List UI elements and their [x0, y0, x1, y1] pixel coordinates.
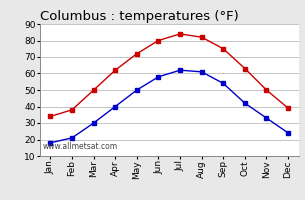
Text: www.allmetsat.com: www.allmetsat.com — [42, 142, 117, 151]
Text: Columbus : temperatures (°F): Columbus : temperatures (°F) — [40, 10, 239, 23]
